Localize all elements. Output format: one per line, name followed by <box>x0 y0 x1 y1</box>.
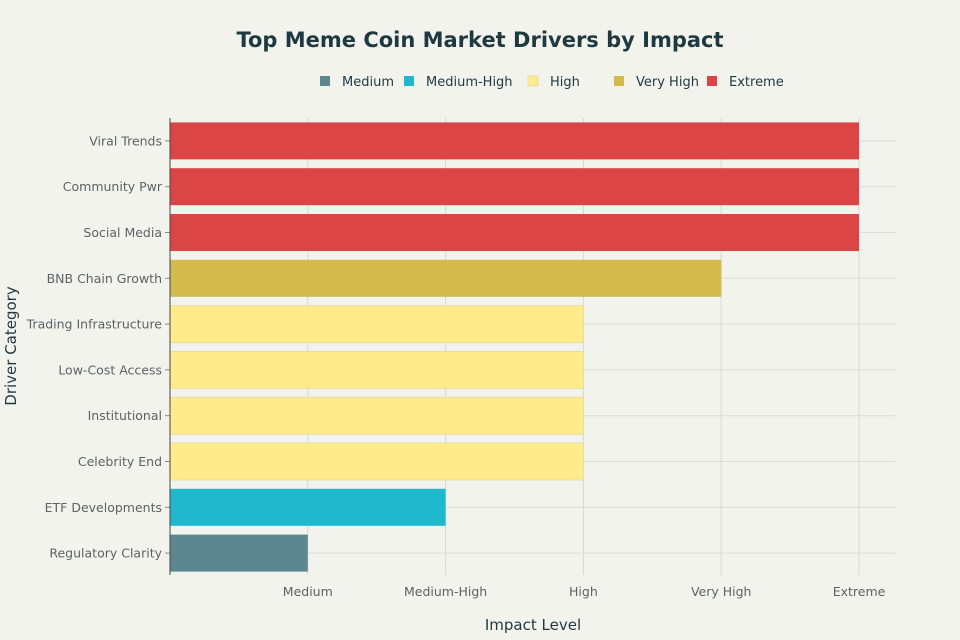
y-tick-label: Social Media <box>83 225 162 240</box>
bar <box>170 259 722 297</box>
y-tick-label: Low-Cost Access <box>58 362 162 377</box>
bar <box>170 122 859 160</box>
bar <box>170 534 308 572</box>
legend-label: Medium-High <box>426 75 513 90</box>
bars <box>169 122 859 572</box>
x-tick-label: Medium-High <box>404 584 487 599</box>
x-tick-label: High <box>569 584 598 599</box>
y-tick-label: Community Pwr <box>63 179 163 194</box>
x-tick-label: Extreme <box>833 584 886 599</box>
legend-swatch <box>320 76 330 86</box>
y-tick-label: Viral Trends <box>89 133 162 148</box>
legend-swatch <box>707 76 717 86</box>
legend-label: Medium <box>342 75 394 90</box>
bar <box>169 350 584 389</box>
legend-swatch <box>404 76 414 86</box>
bar <box>169 305 584 344</box>
y-tick-label: Trading Infrastructure <box>26 317 163 332</box>
bar <box>170 488 446 526</box>
x-axis-label: Impact Level <box>485 616 581 634</box>
legend-label: High <box>550 75 580 90</box>
bar <box>169 442 584 481</box>
y-tick-label: Celebrity End <box>78 454 162 469</box>
x-tick-label: Very High <box>691 584 752 599</box>
chart-title: Top Meme Coin Market Drivers by Impact <box>236 28 723 52</box>
y-tick-label: Regulatory Clarity <box>49 546 162 561</box>
y-axis-label: Driver Category <box>2 286 20 406</box>
legend: Medium Medium-High High Very High Extreme <box>320 75 784 90</box>
legend-swatch <box>614 76 624 86</box>
legend-label: Extreme <box>729 75 784 90</box>
y-tick-label: ETF Developments <box>45 500 162 515</box>
bar <box>170 214 859 251</box>
y-tick-labels: Viral Trends Community Pwr Social Media BNB… <box>26 133 163 560</box>
x-tick-labels: Medium Medium-High High Very High Extreme <box>283 584 886 599</box>
y-tick-label: BNB Chain Growth <box>47 271 162 286</box>
legend-swatch <box>527 75 539 87</box>
y-tick-label: Institutional <box>88 408 162 423</box>
x-tick-label: Medium <box>283 584 333 599</box>
legend-label: Very High <box>636 75 699 90</box>
bar <box>170 168 859 206</box>
bar <box>169 396 584 435</box>
